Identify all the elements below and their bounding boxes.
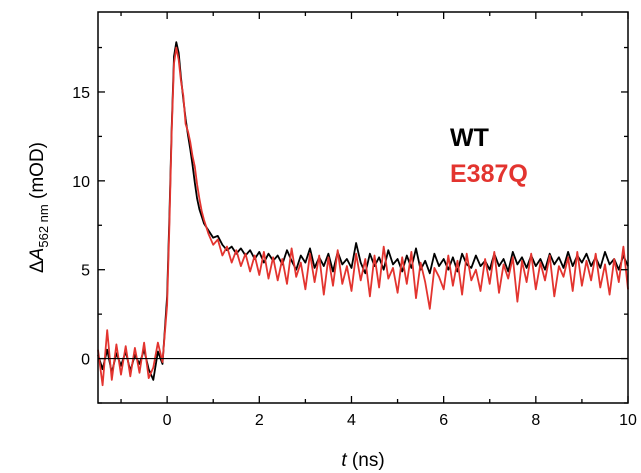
x-tick-label: 10 xyxy=(619,412,637,429)
y-tick-label: 5 xyxy=(81,263,90,280)
x-axis-title: t (ns) xyxy=(341,450,384,471)
y-axis-title-subscript: 562 nm xyxy=(36,204,51,247)
y-tick-label: 0 xyxy=(81,352,90,369)
x-tick-label: 2 xyxy=(255,412,264,429)
x-axis-title-unit: (ns) xyxy=(347,450,385,471)
series-line-e387q xyxy=(97,46,629,387)
y-tick-label: 15 xyxy=(72,85,90,102)
legend-entry-e387q: E387Q xyxy=(450,160,528,188)
legend-entry-wt: WT xyxy=(450,124,489,152)
y-axis-title: ΔA562 nm (mOD) xyxy=(27,142,51,273)
y-axis-title-delta: Δ xyxy=(27,260,48,273)
y-tick-label: 10 xyxy=(72,174,90,191)
x-tick-label: 6 xyxy=(439,412,448,429)
series-layer xyxy=(97,41,629,387)
ticks-layer xyxy=(98,12,629,404)
plot-frame xyxy=(97,11,629,404)
x-tick-label: 4 xyxy=(347,412,356,429)
tick-labels-layer: 0 2 4 6 8 10 0 5 10 15 xyxy=(72,85,637,429)
y-axis-title-variable: A xyxy=(27,248,48,262)
x-tick-label: 8 xyxy=(531,412,540,429)
y-axis-title-unit: (mOD) xyxy=(27,142,48,204)
x-tick-label: 0 xyxy=(163,412,172,429)
x-axis-title-variable: t xyxy=(341,450,347,471)
